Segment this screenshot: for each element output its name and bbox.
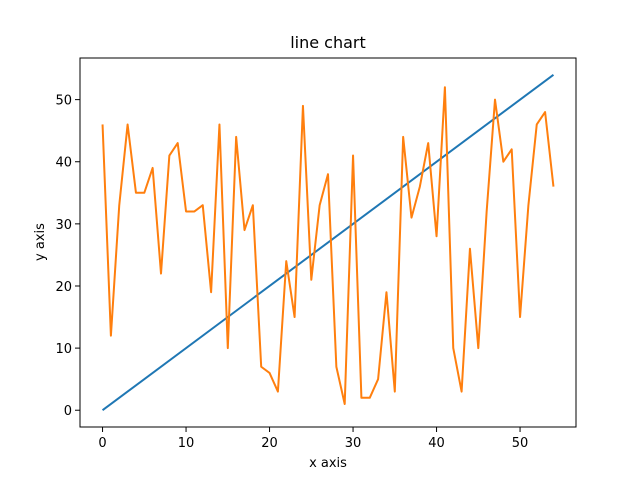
series-line-1 [101, 73, 555, 412]
x-tick-label: 30 [345, 436, 362, 451]
plot-frame [79, 57, 577, 428]
y-tick-label: 0 [64, 404, 72, 419]
x-tick-label: 10 [178, 436, 195, 451]
series-line-2 [101, 86, 555, 406]
x-tick-label: 50 [512, 436, 529, 451]
y-axis-ticks: 0 10 20 30 40 50 [55, 94, 80, 419]
x-axis-label: x axis [309, 456, 347, 471]
plot-area [101, 73, 555, 412]
y-tick-label: 30 [55, 218, 72, 233]
y-tick-label: 10 [55, 342, 72, 357]
chart-title: line chart [290, 33, 366, 52]
x-tick-label: 40 [428, 436, 445, 451]
y-tick-label: 20 [55, 280, 72, 295]
y-tick-label: 50 [55, 94, 72, 109]
x-axis-ticks: 0 10 20 30 40 50 [98, 427, 528, 451]
y-axis-label: y axis [33, 223, 48, 261]
x-tick-label: 20 [261, 436, 278, 451]
y-tick-label: 40 [55, 156, 72, 171]
x-tick-label: 0 [98, 436, 106, 451]
